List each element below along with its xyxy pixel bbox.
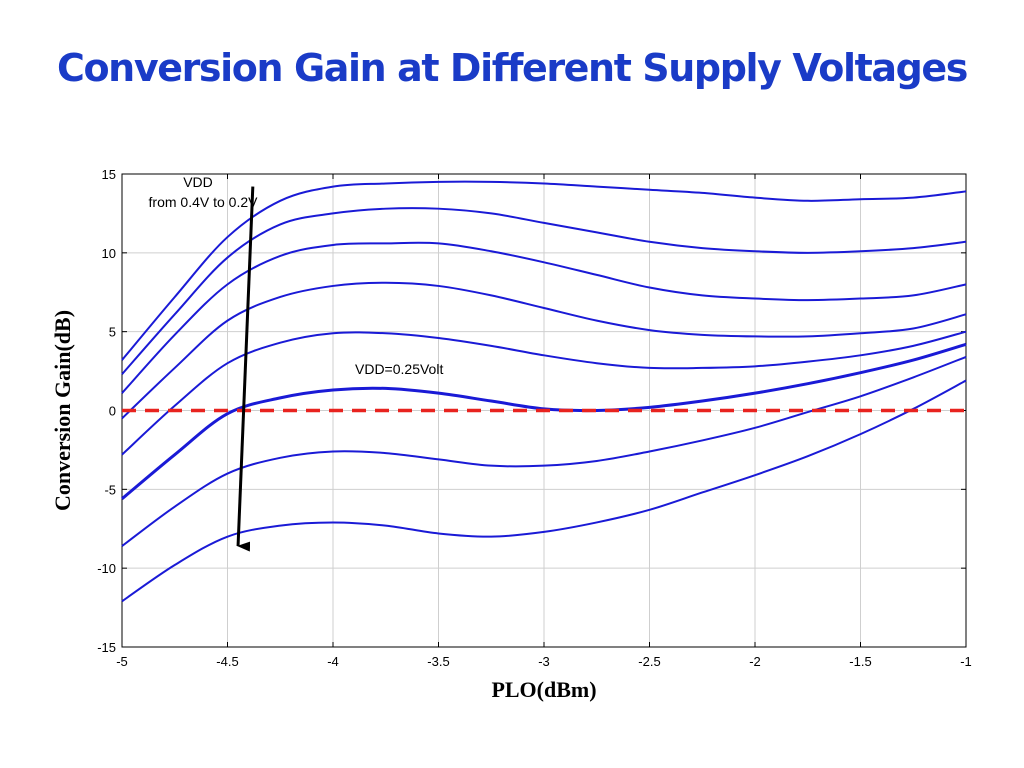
x-tick-label: -4.5 [216,654,238,669]
y-tick-label: -5 [104,482,116,497]
series-line-2 [121,207,967,375]
x-axis-label: PLO(dBm) [491,677,596,702]
x-tick-label: -3.5 [427,654,449,669]
x-tick-label: -5 [116,654,128,669]
series-line-7 [121,355,967,547]
x-tick-label: -3 [538,654,550,669]
y-tick-label: 5 [109,325,116,340]
y-tick-label: -10 [97,561,116,576]
series-line-8 [121,379,967,603]
series-line-4 [121,281,967,420]
y-tick-label: 10 [102,246,116,261]
series-line-3 [121,241,967,394]
vdd-mid-annotation: VDD=0.25Volt [355,361,443,377]
series-line-1 [121,180,967,361]
vdd-trend-arrow [236,186,255,552]
x-tick-label: -2 [749,654,761,669]
y-tick-label: -15 [97,640,116,655]
y-tick-label: 0 [109,404,116,419]
series-line-5 [121,330,967,456]
slide-title: Conversion Gain at Different Supply Volt… [56,46,968,90]
x-tick-label: -1 [960,654,972,669]
x-tick-label: -1.5 [849,654,871,669]
x-tick-label: -4 [327,654,339,669]
x-tick-label: -2.5 [638,654,660,669]
y-tick-label: 15 [102,167,116,182]
y-axis-label: Conversion Gain(dB) [50,310,75,511]
vdd-annotation-line1: VDD [183,174,213,190]
vdd-annotation-line2: from 0.4V to 0.2V [149,194,259,210]
